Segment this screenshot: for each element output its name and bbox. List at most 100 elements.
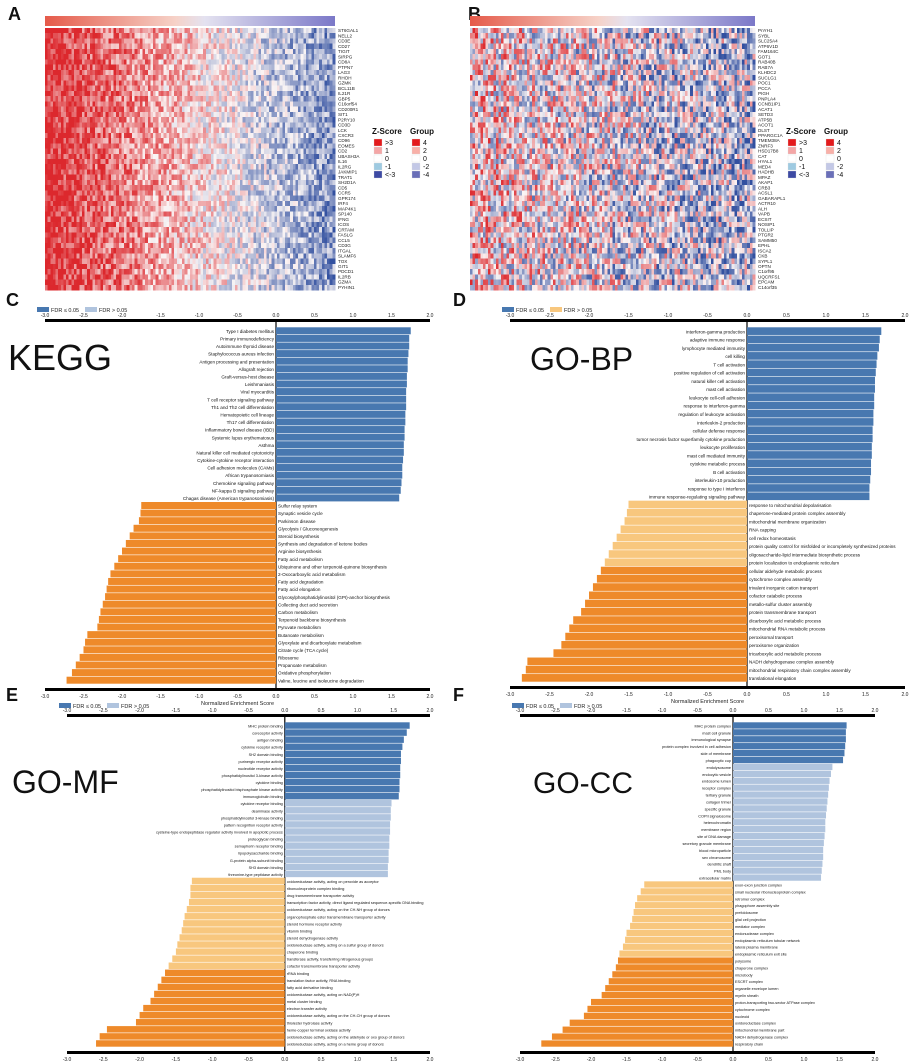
heatmap-cell	[195, 206, 199, 212]
heatmap-cell	[74, 274, 78, 280]
heatmap-cell	[192, 253, 196, 259]
heatmap-cell	[108, 148, 112, 155]
heatmap-cell	[161, 59, 165, 66]
heatmap-cell	[126, 211, 130, 218]
heatmap-cell	[205, 138, 209, 144]
heatmap-cell	[303, 138, 307, 144]
heatmap-cell	[234, 117, 238, 123]
heatmap-cell	[179, 111, 183, 118]
heatmap-cell	[150, 148, 154, 155]
heatmap-cell	[226, 48, 230, 55]
heatmap-cell	[45, 284, 49, 291]
heatmap-cell	[150, 206, 154, 212]
heatmap-cell	[258, 127, 262, 134]
heatmap-cell	[253, 64, 257, 71]
heatmap-cell	[237, 206, 241, 212]
heatmap-cell	[287, 64, 291, 71]
heatmap-cell	[245, 69, 249, 76]
heatmap-cell	[52, 122, 56, 128]
heatmap-cell	[211, 111, 215, 118]
heatmap-cell	[184, 263, 188, 270]
heatmap-cell	[200, 174, 204, 181]
heatmap-cell	[224, 90, 228, 97]
heatmap-cell	[237, 38, 241, 45]
heatmap-cell	[76, 169, 80, 176]
heatmap-cell	[240, 227, 244, 233]
heatmap-cell	[118, 216, 122, 223]
heatmap-cell	[211, 28, 215, 34]
heatmap-cell	[282, 54, 286, 60]
heatmap-cell	[284, 284, 288, 291]
heatmap-cell	[184, 206, 188, 212]
heatmap-cell	[197, 90, 201, 97]
heatmap-cell	[132, 75, 136, 81]
heatmap-cell	[216, 195, 220, 202]
heatmap-cell	[71, 190, 75, 197]
heatmap-cell	[242, 33, 246, 39]
heatmap-cell	[158, 54, 162, 60]
heatmap-cell	[184, 216, 188, 223]
heatmap-cell	[110, 54, 114, 60]
heatmap-cell	[68, 253, 72, 259]
heatmap-cell	[253, 253, 257, 259]
heatmap-cell	[258, 90, 262, 97]
heatmap-cell	[142, 206, 146, 212]
heatmap-cell	[221, 195, 225, 202]
heatmap-cell	[92, 164, 96, 170]
heatmap-cell	[87, 127, 91, 134]
heatmap-cell	[234, 258, 238, 265]
heatmap-cell	[179, 284, 183, 291]
heatmap-cell	[279, 96, 283, 102]
heatmap-cell	[258, 200, 262, 207]
heatmap-cell	[110, 169, 114, 176]
heatmap-cell	[258, 221, 262, 228]
heatmap-cell	[118, 263, 122, 270]
heatmap-cell	[161, 206, 165, 212]
heatmap-cell	[55, 96, 59, 102]
heatmap-cell	[92, 127, 96, 134]
heatmap-cell	[113, 190, 117, 197]
heatmap-cell	[60, 195, 64, 202]
heatmap-cell	[263, 33, 267, 39]
heatmap-cell	[282, 64, 286, 71]
heatmap-cell	[166, 80, 170, 87]
heatmap-cell	[208, 164, 212, 170]
heatmap-cell	[168, 138, 172, 144]
heatmap-cell	[184, 164, 188, 170]
heatmap-cell	[174, 248, 178, 254]
heatmap-cell	[129, 106, 133, 113]
heatmap-cell	[197, 80, 201, 87]
heatmap-cell	[158, 227, 162, 233]
heatmap-cell	[139, 59, 143, 66]
heatmap-cell	[226, 80, 230, 87]
heatmap-cell	[295, 159, 299, 165]
heatmap-cell	[287, 284, 291, 291]
heatmap-cell	[205, 174, 209, 181]
heatmap-cell	[142, 59, 146, 66]
heatmap-cell	[124, 206, 128, 212]
heatmap-cell	[203, 127, 207, 134]
heatmap-cell	[303, 80, 307, 87]
heatmap-cell	[55, 200, 59, 207]
heatmap-cell	[110, 33, 114, 39]
heatmap-cell	[63, 59, 67, 66]
heatmap-cell	[287, 185, 291, 191]
heatmap-cell	[60, 179, 64, 186]
heatmap-cell	[211, 179, 215, 186]
heatmap-cell	[153, 138, 157, 144]
heatmap-cell	[153, 174, 157, 181]
heatmap-cell	[52, 138, 56, 144]
heatmap-cell	[71, 111, 75, 118]
heatmap-cell	[52, 117, 56, 123]
heatmap-cell	[200, 122, 204, 128]
heatmap-cell	[161, 284, 165, 291]
heatmap-cell	[229, 96, 233, 102]
heatmap-cell	[118, 169, 122, 176]
heatmap-cell	[171, 122, 175, 128]
heatmap-cell	[274, 263, 278, 270]
heatmap-cell	[245, 106, 249, 113]
heatmap-cell	[253, 211, 257, 218]
heatmap-cell	[66, 43, 70, 50]
heatmap-cell	[126, 143, 130, 149]
heatmap-cell	[187, 54, 191, 60]
